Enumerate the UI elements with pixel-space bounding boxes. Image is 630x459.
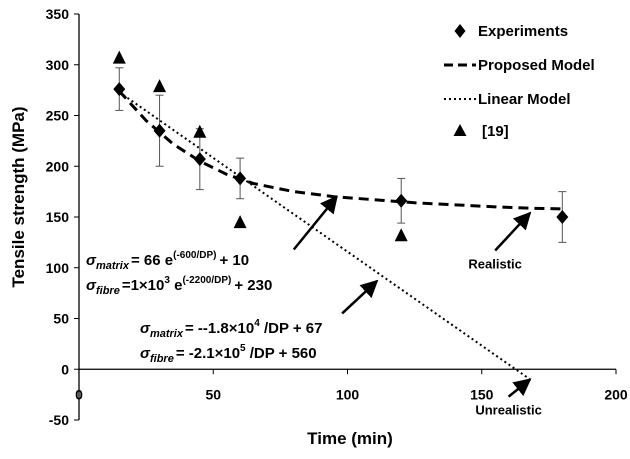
- series-marks: [112, 50, 569, 381]
- axes: [74, 13, 617, 421]
- experiment-point: [193, 152, 206, 167]
- x-tick-label: 200: [604, 386, 628, 402]
- x-axis-title: Time (min): [307, 429, 393, 448]
- experiment-point: [395, 193, 408, 208]
- legend-diamond-marker: [454, 24, 466, 38]
- annotation-arrow: [292, 195, 338, 251]
- y-tick-label: 200: [46, 158, 70, 174]
- legend-label-experiments: Experiments: [478, 23, 568, 40]
- x-tick-label: 150: [470, 386, 494, 402]
- y-tick-label: 300: [46, 57, 70, 73]
- realistic-label: Realistic: [468, 256, 521, 271]
- annotation-arrow: [507, 378, 532, 398]
- unrealistic-label: Unrealistic: [475, 403, 541, 418]
- linear-model-equations: σmatrix = --1.8×104 /DP + 67 σfibre = -2.1…: [140, 318, 322, 365]
- equation-matrix-linear: σmatrix = --1.8×104 /DP + 67: [140, 318, 322, 340]
- legend-label-proposed-model: Proposed Model: [478, 57, 595, 74]
- tick-labels: -50 0 50 100 150 200 250 300 350 0 50 100 150 200: [46, 6, 628, 428]
- y-axis-title: Tensile strength (MPa): [9, 106, 28, 287]
- y-tick-label: 0: [61, 361, 69, 377]
- y-tick-label: 350: [46, 6, 70, 22]
- annotation-arrow: [494, 211, 532, 252]
- equation-matrix-proposed: σmatrix = 66 e(-600/DP) + 10: [86, 250, 249, 272]
- proposed-model-line: [118, 90, 563, 211]
- y-tick-label: -50: [49, 412, 69, 428]
- legend-triangle-marker: [453, 124, 467, 136]
- ref19-point: [112, 50, 126, 64]
- y-tick-label: 50: [53, 311, 69, 327]
- ref19-point: [153, 79, 167, 93]
- experiment-point: [153, 123, 166, 138]
- legend: Experiments Proposed Model Linear Model …: [444, 23, 595, 140]
- y-tick-label: 150: [46, 209, 70, 225]
- experiment-point: [113, 82, 126, 97]
- y-tick-label: 100: [46, 260, 70, 276]
- annotation-arrow: [341, 279, 379, 315]
- annotations: Realistic Unrealistic: [292, 195, 542, 418]
- x-tick-label: 0: [75, 386, 83, 402]
- proposed-model-equations: σmatrix = 66 e(-600/DP) + 10 σfibre =1×103 …: [86, 250, 272, 297]
- equation-fibre-linear: σfibre = -2.1×105 /DP + 560: [140, 343, 317, 365]
- ref19-point: [233, 215, 247, 229]
- legend-label-linear-model: Linear Model: [478, 91, 571, 108]
- ref19-point: [193, 124, 207, 138]
- x-tick-label: 100: [336, 386, 360, 402]
- linear-model-line: [118, 91, 531, 381]
- experiment-point: [556, 210, 569, 224]
- equation-fibre-proposed: σfibre =1×103 e(-2200/DP) + 230: [86, 275, 272, 297]
- y-tick-label: 250: [46, 108, 70, 124]
- experiment-point: [234, 171, 247, 186]
- x-tick-label: 50: [205, 386, 221, 402]
- ref19-point: [394, 228, 408, 242]
- legend-label-ref19: [19]: [482, 123, 509, 140]
